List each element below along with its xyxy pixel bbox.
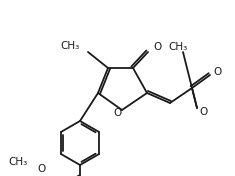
Text: O: O: [38, 164, 46, 174]
Text: CH₃: CH₃: [9, 157, 28, 167]
Text: CH₃: CH₃: [61, 41, 80, 51]
Text: O: O: [154, 42, 162, 52]
Text: CH₃: CH₃: [168, 42, 188, 52]
Text: O: O: [113, 108, 121, 118]
Text: O: O: [214, 67, 222, 77]
Text: O: O: [199, 107, 207, 117]
